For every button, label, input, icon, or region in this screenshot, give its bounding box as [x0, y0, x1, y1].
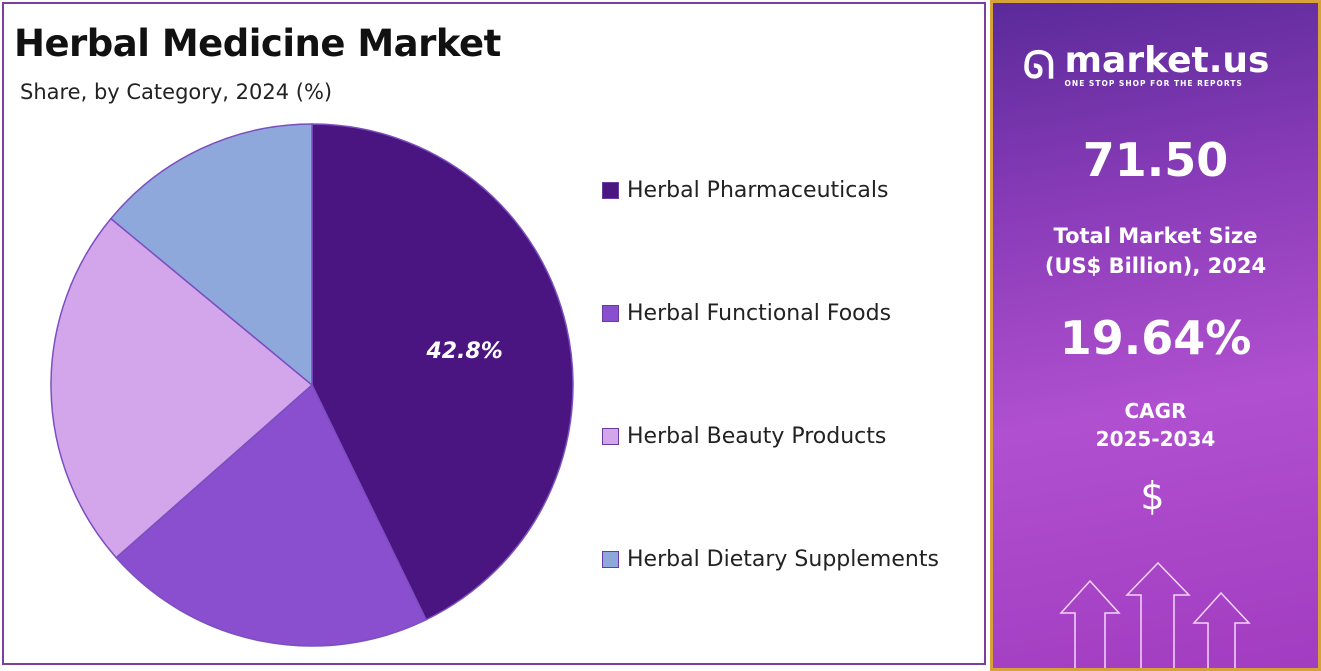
legend-swatch	[602, 305, 619, 322]
chart-subtitle: Share, by Category, 2024 (%)	[20, 80, 333, 104]
market-size-value: 71.50	[1082, 133, 1229, 187]
market-us-logo: ᘏ market.us ONE STOP SHOP FOR THE REPORT…	[1023, 40, 1270, 89]
chart-panel: Herbal Medicine Market Share, by Categor…	[2, 2, 986, 665]
legend-label: Herbal Pharmaceuticals	[627, 178, 889, 203]
pie-slice-herbal-beauty-products	[50, 217, 314, 559]
logo-icon: ᘏ	[1023, 43, 1055, 87]
market-size-label-unit: (US$ Billion), 2024	[1044, 254, 1267, 278]
pie-slice-herbal-pharmaceuticals	[311, 123, 574, 621]
dollar-icon: $	[1140, 474, 1165, 518]
legend-item: Herbal Dietary Supplements	[602, 547, 939, 572]
chart-title: Herbal Medicine Market	[14, 22, 501, 65]
summary-panel: ᘏ market.us ONE STOP SHOP FOR THE REPORT…	[990, 0, 1321, 671]
legend-label: Herbal Beauty Products	[627, 424, 887, 449]
legend-item: Herbal Beauty Products	[602, 424, 886, 449]
pie-slice-herbal-dietary-supplements	[109, 123, 313, 387]
legend-swatch	[602, 551, 619, 568]
pie-slice-herbal-functional-foods	[115, 383, 428, 647]
legend-item: Herbal Pharmaceuticals	[602, 178, 888, 203]
legend-label: Herbal Functional Foods	[627, 301, 892, 326]
cagr-value: 19.64%	[1059, 311, 1252, 365]
legend-label: Herbal Dietary Supplements	[627, 547, 939, 572]
brand-name: market.us	[1064, 40, 1270, 81]
legend-swatch	[602, 428, 619, 445]
legend-item: Herbal Functional Foods	[602, 301, 891, 326]
growth-arrows-icon	[1059, 561, 1251, 668]
cagr-period: 2025-2034	[1095, 427, 1216, 451]
pie-chart: 42.8%	[50, 123, 574, 647]
brand-tagline: ONE STOP SHOP FOR THE REPORTS	[1064, 79, 1243, 88]
cagr-label: CAGR	[1124, 399, 1187, 423]
market-size-label: Total Market Size	[1053, 224, 1258, 248]
data-label: 42.8%	[425, 339, 502, 364]
legend-swatch	[602, 182, 619, 199]
